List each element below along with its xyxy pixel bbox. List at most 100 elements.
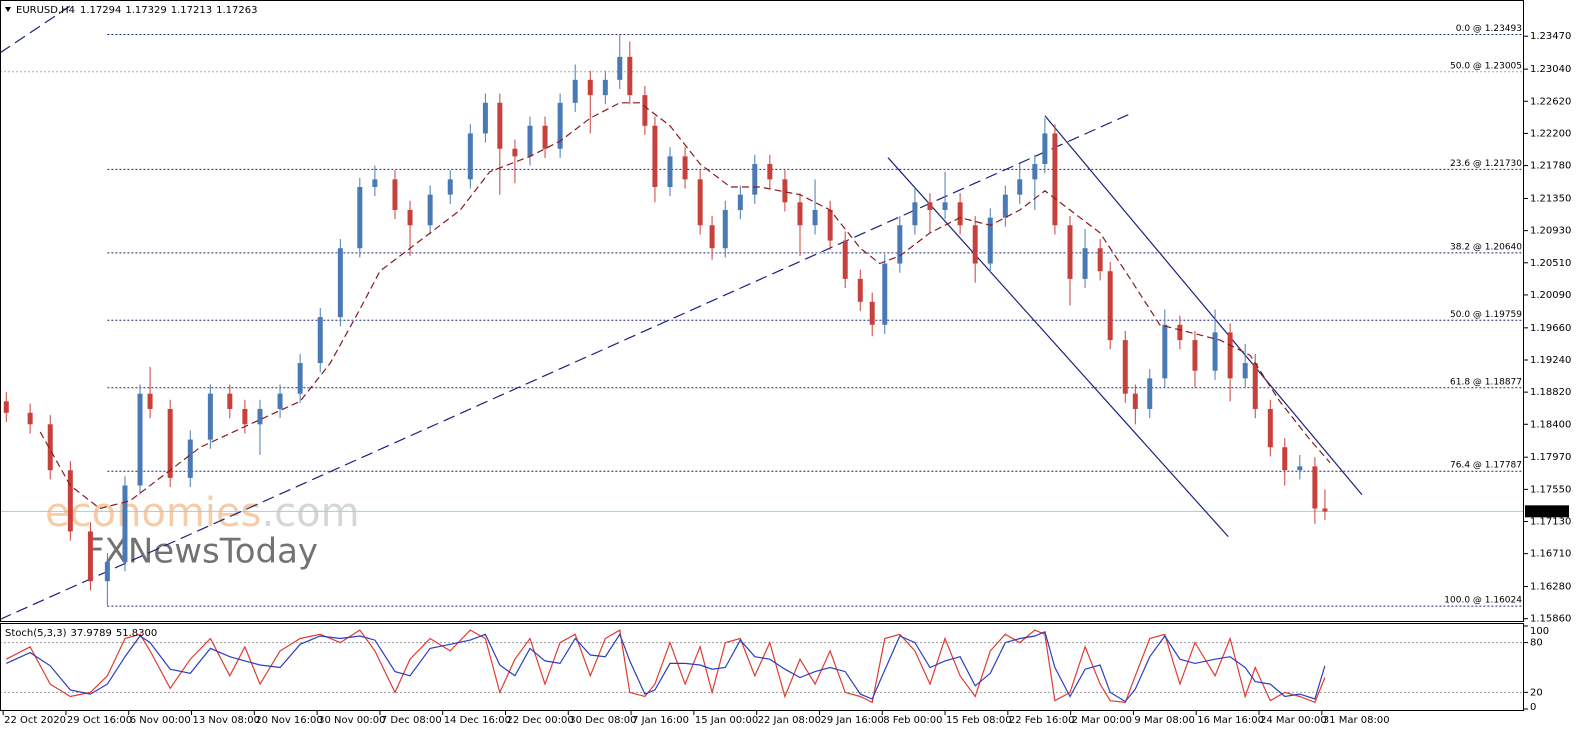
y-tick-label: 1.21350 <box>1530 193 1571 204</box>
y-tick-label: 1.18820 <box>1530 387 1571 398</box>
candle-body <box>682 156 688 180</box>
candle-body <box>227 393 233 409</box>
candle-body <box>447 179 453 195</box>
candle-body <box>1067 225 1073 279</box>
x-tick-label: 30 Dec 08:00 <box>569 715 636 726</box>
candle-body <box>277 393 283 409</box>
candle-body <box>812 209 818 226</box>
y-tick-label: 1.17970 <box>1530 452 1571 463</box>
y-tick-label: 1.20510 <box>1530 258 1571 269</box>
low: 1.17213 <box>171 5 212 16</box>
candle-body <box>122 485 128 563</box>
candle-body <box>137 393 143 486</box>
candle-body <box>1002 194 1008 218</box>
candle-body <box>167 408 173 478</box>
x-tick-label: 6 Nov 00:00 <box>130 715 191 726</box>
x-tick-label: 16 Mar 16:00 <box>1197 715 1264 726</box>
candle-body <box>187 439 193 478</box>
candle-body <box>587 79 593 96</box>
x-tick-label: 22 Jan 08:00 <box>758 715 821 726</box>
candle-body <box>512 148 518 157</box>
y-tick-label: 1.22620 <box>1530 96 1571 107</box>
candle-body <box>1227 332 1233 379</box>
candle-body <box>1267 408 1273 448</box>
candle-body <box>782 179 788 203</box>
x-tick-label: 15 Jan 00:00 <box>695 715 758 726</box>
moving-average <box>39 102 1331 510</box>
candle-body <box>1132 393 1138 409</box>
x-tick-label: 31 Mar 08:00 <box>1323 715 1390 726</box>
trendline <box>1044 115 1363 496</box>
candle-body <box>147 393 153 409</box>
plot-layer: 1.15860 1.16280 1.16710 1.17130 1.17550 1.179… <box>0 5 1571 726</box>
trendline <box>0 5 71 54</box>
y-tick-label: 1.15860 <box>1530 614 1571 625</box>
watermark-text: economies.com <box>45 490 360 536</box>
y-tick-label: 1.17550 <box>1530 484 1571 495</box>
stoch-tick-label: 80 <box>1530 638 1543 649</box>
x-tick-label: 7 Jan 16:00 <box>632 715 689 726</box>
y-tick-label: 1.19660 <box>1530 323 1571 334</box>
candle-body <box>392 179 398 210</box>
candle-body <box>527 125 533 157</box>
candle-body <box>497 102 503 149</box>
candle-body <box>912 202 918 226</box>
y-tick-label: 1.20090 <box>1530 290 1571 301</box>
candle-body <box>1322 508 1328 512</box>
candle-body <box>482 102 488 134</box>
candle-body <box>317 317 323 364</box>
candle-body <box>842 240 848 279</box>
candle-body <box>652 125 658 187</box>
candle-body <box>1107 271 1113 341</box>
symbol: EURUSD,H4 <box>16 5 75 16</box>
open: 1.17294 <box>80 5 121 16</box>
candle-body <box>797 202 803 226</box>
x-tick-label: 9 Mar 08:00 <box>1134 715 1194 726</box>
candle-body <box>957 202 963 226</box>
y-tick-label: 1.20930 <box>1530 226 1571 237</box>
high: 1.17329 <box>125 5 166 16</box>
chart-header: EURUSD,H4 1.17294 1.17329 1.17213 1.17263 <box>16 5 257 16</box>
candle-body <box>942 202 948 210</box>
candle-body <box>557 102 563 149</box>
close: 1.17263 <box>216 5 257 16</box>
x-tick-label: 22 Feb 16:00 <box>1009 715 1075 726</box>
candle-body <box>752 164 758 195</box>
x-tick-label: 15 Feb 08:00 <box>946 715 1012 726</box>
candle-body <box>67 470 73 532</box>
x-tick-label: 22 Dec 00:00 <box>506 715 573 726</box>
candle-body <box>1177 324 1183 341</box>
x-tick-label: 2 Mar 00:00 <box>1072 715 1132 726</box>
candle-body <box>104 562 110 582</box>
candle-body <box>407 209 413 226</box>
candle-body <box>1242 363 1248 379</box>
candle-body <box>897 225 903 264</box>
candle-body <box>297 363 303 394</box>
candle-body <box>1297 466 1303 471</box>
candle-body <box>827 209 833 241</box>
x-tick-label: 24 Mar 00:00 <box>1260 715 1327 726</box>
candle-body <box>1122 340 1128 394</box>
x-tick-label: 20 Nov 16:00 <box>255 715 322 726</box>
candle-body <box>3 401 9 413</box>
candle-body <box>257 408 263 425</box>
fib-label: 76.4 @ 1.17787 <box>1450 461 1522 471</box>
fib-label: 50.0 @ 1.19759 <box>1450 310 1522 320</box>
x-tick-label: 14 Dec 16:00 <box>444 715 511 726</box>
candle-body <box>869 301 875 325</box>
candle-body <box>857 278 863 302</box>
candle-body <box>617 56 623 80</box>
watermark-brand: economies <box>45 490 261 536</box>
candle-body <box>722 209 728 249</box>
stoch-title: Stoch(5,3,3) <box>5 628 67 639</box>
candle-body <box>1312 466 1318 509</box>
last-price-label: 1.17263 <box>1528 506 1569 517</box>
candle-body <box>987 217 993 264</box>
x-tick-label: 7 Dec 08:00 <box>381 715 442 726</box>
candle-body <box>372 179 378 187</box>
fib-label: 38.2 @ 1.20640 <box>1450 242 1522 252</box>
x-tick-label: 29 Jan 16:00 <box>820 715 883 726</box>
candle-body <box>709 225 715 249</box>
candle-body <box>1042 133 1048 165</box>
